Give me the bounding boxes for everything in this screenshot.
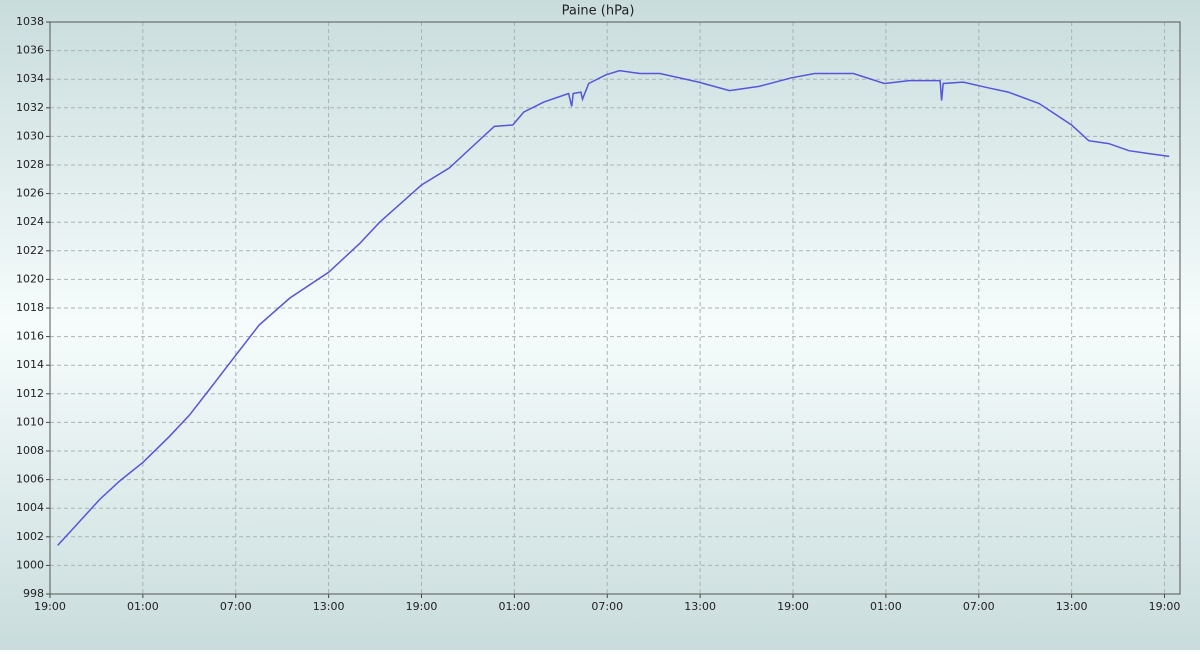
x-tick-label: 01:00 (127, 600, 159, 613)
x-tick-label: 19:00 (777, 600, 809, 613)
y-tick-label: 1034 (16, 72, 44, 85)
y-tick-label: 1020 (16, 272, 44, 285)
data-line (57, 69, 1170, 546)
y-tick-label: 1014 (16, 358, 44, 371)
y-tick-label: 1008 (16, 444, 44, 457)
y-tick-label: 1024 (16, 215, 44, 228)
y-tick-label: 1038 (16, 15, 44, 28)
x-tick-label: 19:00 (34, 600, 66, 613)
x-tick-label: 01:00 (870, 600, 902, 613)
x-tick-label: 13:00 (1056, 600, 1088, 613)
x-tick-label: 19:00 (1149, 600, 1181, 613)
y-tick-label: 1010 (16, 415, 44, 428)
x-tick-label: 07:00 (591, 600, 623, 613)
y-tick-label: 1028 (16, 158, 44, 171)
x-tick-label: 07:00 (963, 600, 995, 613)
chart-title: Paine (hPa) (562, 4, 635, 19)
y-tick-label: 1000 (16, 558, 44, 571)
y-tick-label: 1006 (16, 473, 44, 486)
x-tick-label: 13:00 (313, 600, 345, 613)
y-tick-label: 998 (23, 587, 44, 600)
x-tick-label: 01:00 (499, 600, 531, 613)
y-tick-label: 1026 (16, 187, 44, 200)
x-tick-label: 19:00 (406, 600, 438, 613)
y-tick-label: 1018 (16, 301, 44, 314)
y-tick-label: 1002 (16, 530, 44, 543)
y-tick-label: 1016 (16, 330, 44, 343)
x-tick-label: 13:00 (684, 600, 716, 613)
y-tick-label: 1032 (16, 101, 44, 114)
plot-frame (49, 21, 1181, 595)
x-tick-label: 07:00 (220, 600, 252, 613)
y-tick-label: 1012 (16, 387, 44, 400)
y-tick-label: 1036 (16, 44, 44, 57)
y-tick-label: 1022 (16, 244, 44, 257)
y-tick-label: 1004 (16, 501, 44, 514)
y-tick-label: 1030 (16, 129, 44, 142)
